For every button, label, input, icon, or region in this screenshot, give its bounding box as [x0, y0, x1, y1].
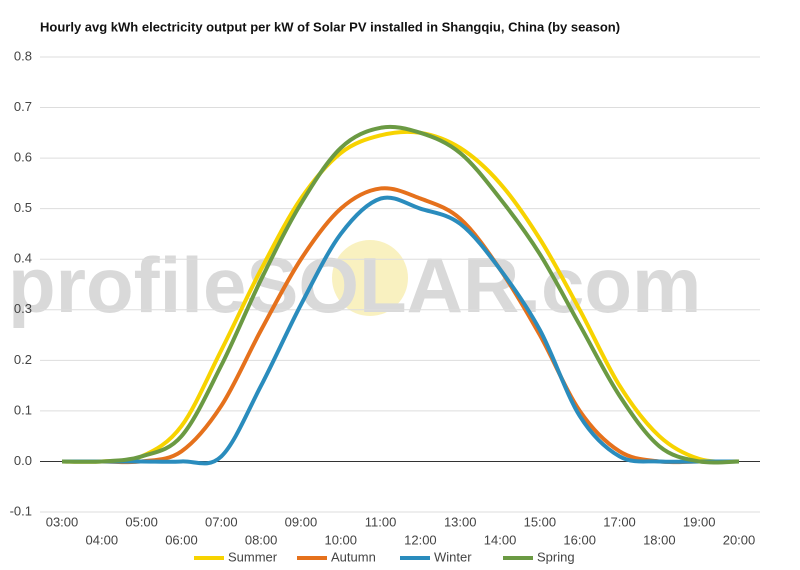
- y-tick-label: -0.1: [10, 503, 32, 518]
- x-tick-label: 12:00: [404, 532, 437, 547]
- x-tick-label: 10:00: [324, 532, 357, 547]
- legend-label: Winter: [434, 549, 472, 564]
- x-tick-label: 16:00: [563, 532, 596, 547]
- y-tick-label: 0.1: [14, 402, 32, 417]
- y-tick-label: 0.3: [14, 301, 32, 316]
- x-tick-label: 08:00: [245, 532, 278, 547]
- series-line: [61, 124, 740, 465]
- y-tick-label: 0.4: [14, 251, 32, 266]
- x-tick-label: 20:00: [723, 532, 756, 547]
- y-tick-label: 0.0: [14, 453, 32, 468]
- x-tick-label: 14:00: [484, 532, 517, 547]
- legend-label: Spring: [537, 549, 575, 564]
- x-tick-label: 19:00: [683, 514, 716, 529]
- x-tick-label: 07:00: [205, 514, 238, 529]
- chart-title: Hourly avg kWh electricity output per kW…: [40, 19, 620, 34]
- x-tick-label: 18:00: [643, 532, 676, 547]
- legend-label: Autumn: [331, 549, 376, 564]
- x-tick-label: 05:00: [125, 514, 158, 529]
- x-tick-label: 04:00: [86, 532, 119, 547]
- y-tick-label: 0.6: [14, 150, 32, 165]
- y-tick-label: 0.2: [14, 352, 32, 367]
- x-tick-label: 09:00: [285, 514, 318, 529]
- y-tick-label: 0.8: [14, 48, 32, 63]
- x-tick-label: 17:00: [603, 514, 636, 529]
- x-tick-label: 11:00: [365, 514, 397, 529]
- y-tick-label: 0.5: [14, 200, 32, 215]
- series-line: [62, 195, 739, 466]
- x-tick-label: 06:00: [165, 532, 198, 547]
- x-tick-label: 03:00: [46, 514, 79, 529]
- y-tick-label: 0.7: [14, 99, 32, 114]
- legend-label: Summer: [228, 549, 278, 564]
- x-tick-label: 13:00: [444, 514, 477, 529]
- watermark: profileSOLAR.com: [8, 241, 701, 329]
- series-line: [62, 186, 739, 465]
- series-line: [61, 129, 740, 464]
- x-tick-label: 15:00: [524, 514, 557, 529]
